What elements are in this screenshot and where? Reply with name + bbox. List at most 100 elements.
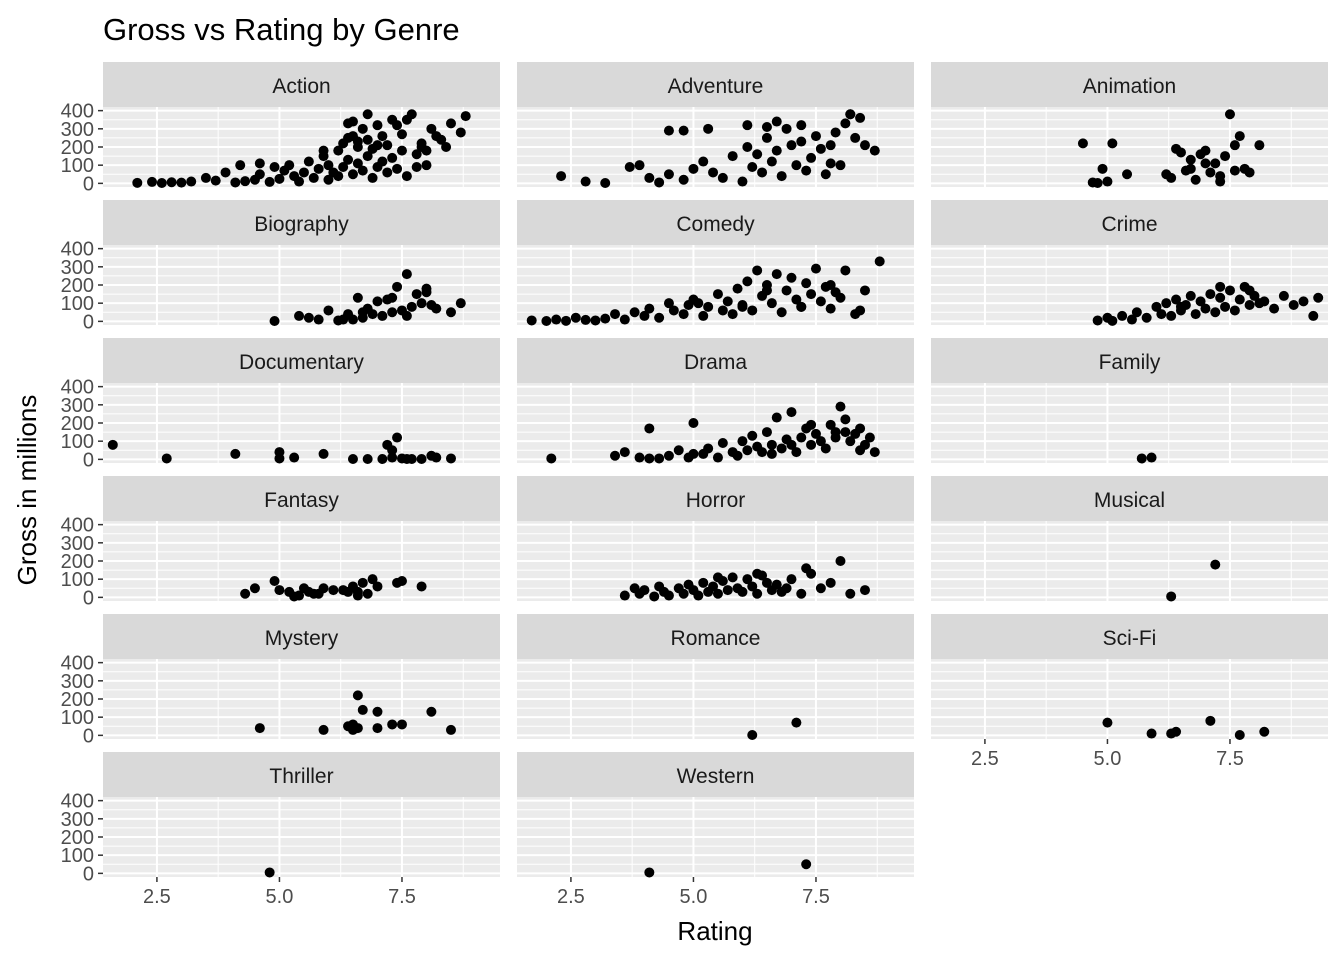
data-point [416, 454, 427, 464]
facet-panel-drama: Drama [517, 338, 914, 464]
data-point [147, 176, 158, 187]
data-point [455, 127, 466, 138]
data-point [752, 588, 763, 599]
data-point [387, 452, 398, 463]
data-point [678, 125, 689, 136]
data-point [240, 176, 251, 187]
data-point [1308, 310, 1319, 321]
data-point [600, 178, 611, 188]
data-point [347, 454, 358, 464]
facet-strip [517, 752, 914, 797]
data-point [254, 723, 265, 734]
data-point [855, 112, 866, 123]
data-point [1288, 300, 1299, 310]
y-tick-label: 100 [61, 431, 94, 453]
data-point [786, 140, 797, 151]
x-tick-label: 7.5 [1216, 748, 1244, 770]
data-point [1259, 726, 1270, 737]
y-tick-label: 300 [61, 119, 94, 141]
data-point [401, 269, 412, 280]
data-point [249, 583, 260, 594]
data-point [333, 171, 344, 182]
data-point [1166, 591, 1177, 602]
data-point [156, 178, 167, 188]
data-point [663, 169, 674, 180]
y-tick-label: 300 [61, 395, 94, 417]
data-point [1190, 309, 1201, 320]
data-point [717, 305, 728, 316]
data-point [526, 315, 537, 326]
data-point [107, 439, 118, 450]
data-point [845, 109, 856, 120]
data-point [757, 447, 768, 458]
data-point [362, 134, 373, 145]
data-point [1205, 167, 1216, 178]
y-tick-label: 400 [61, 239, 94, 261]
facet-panel-crime: Crime [931, 200, 1328, 326]
facet-strip-label: Animation [1083, 75, 1176, 98]
data-point [392, 120, 403, 131]
data-point [546, 453, 557, 464]
data-point [703, 123, 714, 134]
data-point [610, 450, 621, 461]
y-tick-label: 0 [83, 587, 94, 609]
data-point [840, 414, 851, 425]
facet-panel-musical: Musical [931, 476, 1328, 602]
data-point [815, 436, 826, 447]
data-point [352, 690, 363, 701]
data-point [455, 298, 466, 309]
data-point [1229, 165, 1240, 176]
facet-strip [103, 62, 500, 107]
data-point [1175, 147, 1186, 158]
data-point [663, 298, 674, 309]
data-point [619, 314, 630, 325]
data-point [766, 156, 777, 167]
data-point [323, 160, 334, 171]
y-tick-label: 400 [61, 515, 94, 537]
data-point [761, 577, 772, 588]
data-point [254, 158, 265, 169]
data-point [801, 563, 812, 574]
data-point [396, 129, 407, 140]
facet-strip [103, 338, 500, 383]
data-point [727, 572, 738, 583]
data-point [580, 314, 591, 325]
data-point [810, 263, 821, 274]
data-point [869, 145, 880, 156]
data-point [240, 588, 251, 599]
facet-strip-label: Mystery [265, 627, 339, 650]
facet-panel-adventure: Adventure [517, 62, 914, 188]
chart-title: Gross vs Rating by Genre [103, 12, 460, 47]
data-point [421, 145, 432, 156]
y-tick-label: 300 [61, 533, 94, 555]
facet-strip-label: Horror [686, 489, 746, 512]
data-point [406, 454, 417, 464]
data-point [1141, 312, 1152, 323]
data-point [387, 152, 398, 163]
facet-strip-label: Comedy [676, 213, 755, 236]
data-point [411, 162, 422, 172]
data-point [1234, 294, 1245, 305]
data-point [776, 443, 787, 454]
data-point [737, 176, 748, 187]
data-point [396, 576, 407, 586]
data-point [387, 307, 398, 318]
data-point [269, 576, 280, 586]
data-point [1278, 290, 1289, 301]
y-tick-label: 300 [61, 671, 94, 693]
data-point [806, 152, 817, 163]
data-point [771, 269, 782, 280]
data-point [654, 177, 665, 188]
data-point [200, 172, 211, 183]
data-point [742, 120, 753, 131]
data-point [761, 132, 772, 143]
x-tick-label: 2.5 [143, 886, 171, 908]
data-point [732, 450, 743, 461]
data-point [786, 272, 797, 283]
data-point [771, 579, 782, 590]
x-tick-label: 2.5 [971, 748, 999, 770]
